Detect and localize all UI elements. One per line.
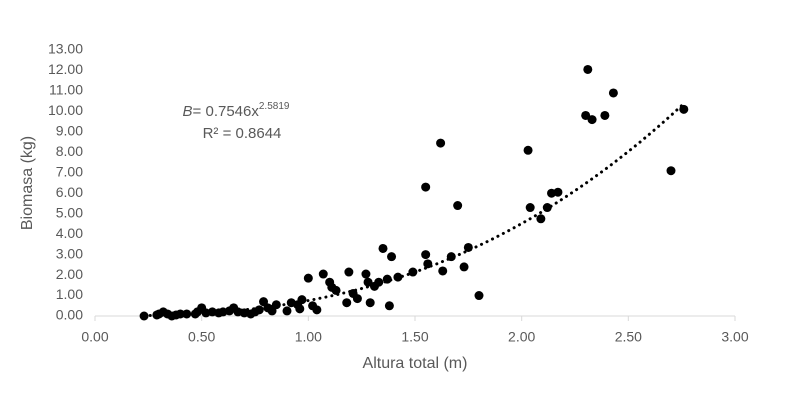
y-tick-label: 7.00 (56, 163, 83, 179)
equation-exponent: 2.5819 (259, 101, 290, 112)
point (421, 250, 431, 260)
point (352, 294, 362, 304)
point (282, 306, 292, 316)
point (363, 277, 373, 287)
y-tick-label: 2.00 (56, 266, 83, 282)
point (365, 298, 375, 308)
point (453, 201, 463, 211)
x-tick-label: 3.00 (721, 329, 748, 345)
point (139, 311, 149, 321)
point (303, 273, 313, 283)
point (342, 298, 352, 308)
point (525, 203, 535, 213)
point (175, 309, 185, 319)
y-tick-label: 12.00 (48, 61, 83, 77)
equation-var: B (183, 103, 193, 120)
y-tick-label: 10.00 (48, 102, 83, 118)
point (408, 267, 418, 277)
x-tick-label: 0.50 (188, 329, 215, 345)
x-tick-label: 0.00 (81, 329, 108, 345)
y-tick-label: 13.00 (48, 41, 83, 57)
point (608, 88, 618, 98)
point (318, 269, 328, 279)
point (382, 274, 392, 284)
point (446, 252, 456, 262)
point (344, 267, 354, 277)
point (600, 110, 610, 120)
r-squared: R² = 0.8644 (203, 125, 282, 142)
point (666, 166, 676, 176)
y-tick-label: 0.00 (56, 307, 83, 323)
y-tick-label: 11.00 (49, 82, 83, 98)
point (387, 252, 397, 262)
point (583, 64, 593, 74)
point (423, 259, 433, 269)
y-tick-label: 5.00 (56, 204, 83, 220)
point (378, 243, 388, 253)
y-tick-label: 6.00 (56, 184, 83, 200)
point (542, 203, 552, 213)
equation: B= 0.7546x2.5819 (183, 101, 290, 120)
x-axis-label: Altura total (m) (363, 355, 468, 372)
point (438, 266, 448, 276)
point (182, 309, 192, 319)
point (581, 110, 591, 120)
point (421, 182, 431, 192)
y-tick-label: 1.00 (56, 286, 83, 302)
y-tick-label: 8.00 (56, 143, 83, 159)
point (374, 277, 384, 287)
point (536, 214, 546, 224)
y-tick-label: 4.00 (56, 225, 83, 241)
x-tick-label: 2.00 (508, 329, 535, 345)
point (523, 145, 533, 155)
point (463, 242, 473, 252)
equation-body: = 0.7546x (193, 103, 260, 120)
point (384, 301, 394, 311)
x-tick-label: 1.00 (295, 329, 322, 345)
point (295, 304, 305, 314)
point (474, 291, 484, 301)
point (254, 305, 264, 315)
point (459, 262, 469, 272)
point (393, 272, 403, 282)
point (436, 138, 446, 148)
point (271, 300, 281, 310)
point (297, 295, 307, 305)
point (587, 115, 597, 125)
point (679, 104, 689, 114)
point (553, 187, 563, 197)
y-tick-label: 3.00 (56, 245, 83, 261)
y-axis-label: Biomasa (kg) (19, 136, 36, 230)
x-tick-label: 2.50 (615, 329, 642, 345)
point (331, 285, 341, 295)
x-tick-label: 1.50 (401, 329, 428, 345)
point (361, 269, 371, 279)
point (312, 305, 322, 315)
y-tick-label: 9.00 (56, 123, 83, 139)
